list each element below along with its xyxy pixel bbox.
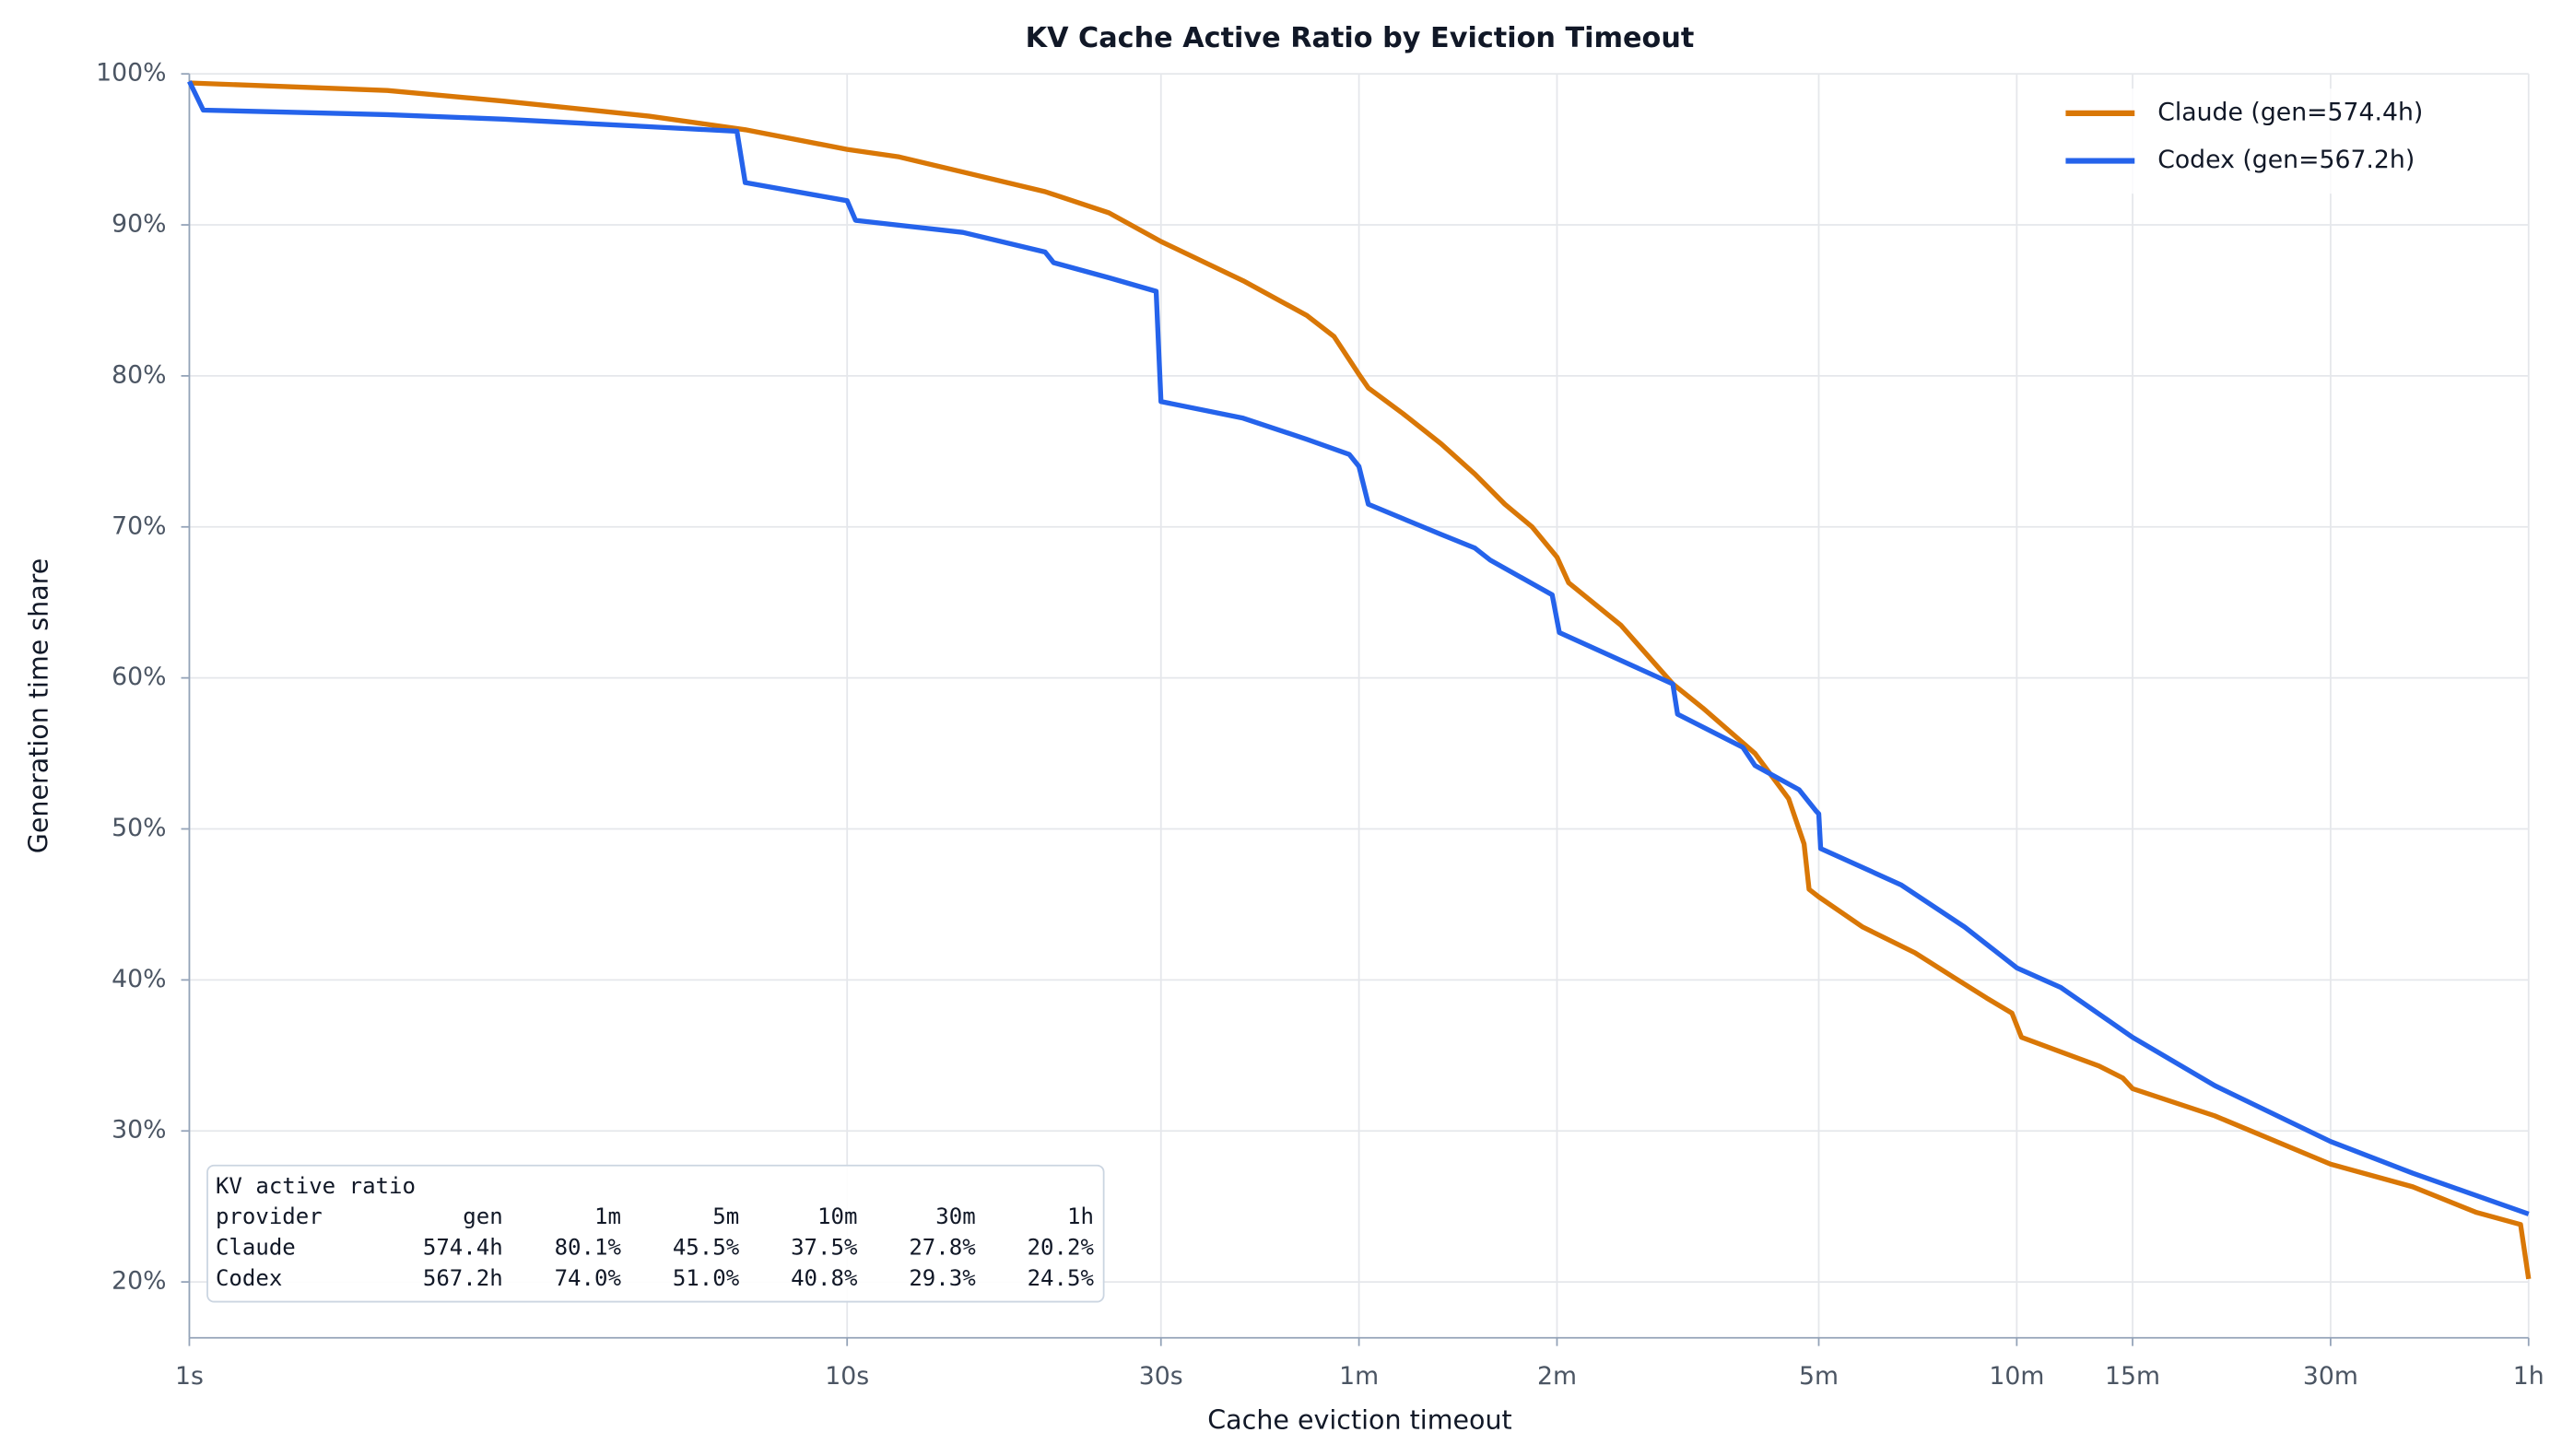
table-cell: 574.4h [423,1234,503,1260]
y-tick-label: 30% [112,1116,166,1145]
table-cell: 567.2h [423,1265,503,1291]
table-cell: 20.2% [1028,1234,1095,1260]
x-tick-label: 10s [825,1362,869,1391]
table-title: KV active ratio [216,1173,416,1199]
x-tick-label: 1h [2513,1362,2544,1391]
x-tick-label: 15m [2105,1362,2160,1391]
grid [181,73,2530,1346]
table-cell: 74.0% [555,1265,622,1291]
y-tick-label: 90% [112,210,166,239]
table-cell: 29.3% [909,1265,976,1291]
y-axis-label: Generation time share [23,558,53,854]
y-tick-label: 50% [112,814,166,842]
x-tick-label: 5m [1799,1362,1839,1391]
table-cell: 5m [712,1204,739,1229]
x-tick-label: 10m [1989,1362,2044,1391]
y-tick-label: 80% [112,360,166,389]
table-cell: provider [216,1204,323,1229]
table-cell: 40.8% [791,1265,858,1291]
x-tick-label: 2m [1537,1362,1577,1391]
y-tick-label: 100% [96,59,166,88]
x-axis-label: Cache eviction timeout [1207,1405,1511,1436]
table-cell: 27.8% [909,1234,976,1260]
x-tick-label: 1m [1339,1362,1379,1391]
x-tick-label: 1s [175,1362,204,1391]
table-cell: Codex [216,1265,282,1291]
y-tick-label: 40% [112,965,166,993]
y-tick-label: 20% [112,1267,166,1296]
x-tick-label: 30m [2303,1362,2358,1391]
series-line [189,80,2532,1280]
table-cell: 37.5% [791,1234,858,1260]
table-cell: 45.5% [673,1234,740,1260]
x-tick-label: 30s [1139,1362,1183,1391]
table-cell: 10m [817,1204,857,1229]
y-tick-label: 60% [112,663,166,691]
legend-label: Codex (gen=567.2h) [2157,146,2415,174]
table-cell: gen [463,1204,502,1229]
legend-label: Claude (gen=574.4h) [2157,98,2423,126]
table-cell: 1m [594,1204,621,1229]
table-cell: 51.0% [673,1265,740,1291]
table-cell: 24.5% [1028,1265,1095,1291]
table-cell: Claude [216,1234,296,1260]
table-cell: 80.1% [555,1234,622,1260]
table-cell: 30m [935,1204,975,1229]
table-box [206,1164,1105,1303]
table-cell: 1h [1067,1204,1094,1229]
chart-title: KV Cache Active Ratio by Eviction Timeou… [1026,22,1695,54]
series-line [187,80,2530,1216]
y-tick-label: 70% [112,511,166,540]
legend-box [2049,88,2518,194]
lines [187,80,2532,1280]
